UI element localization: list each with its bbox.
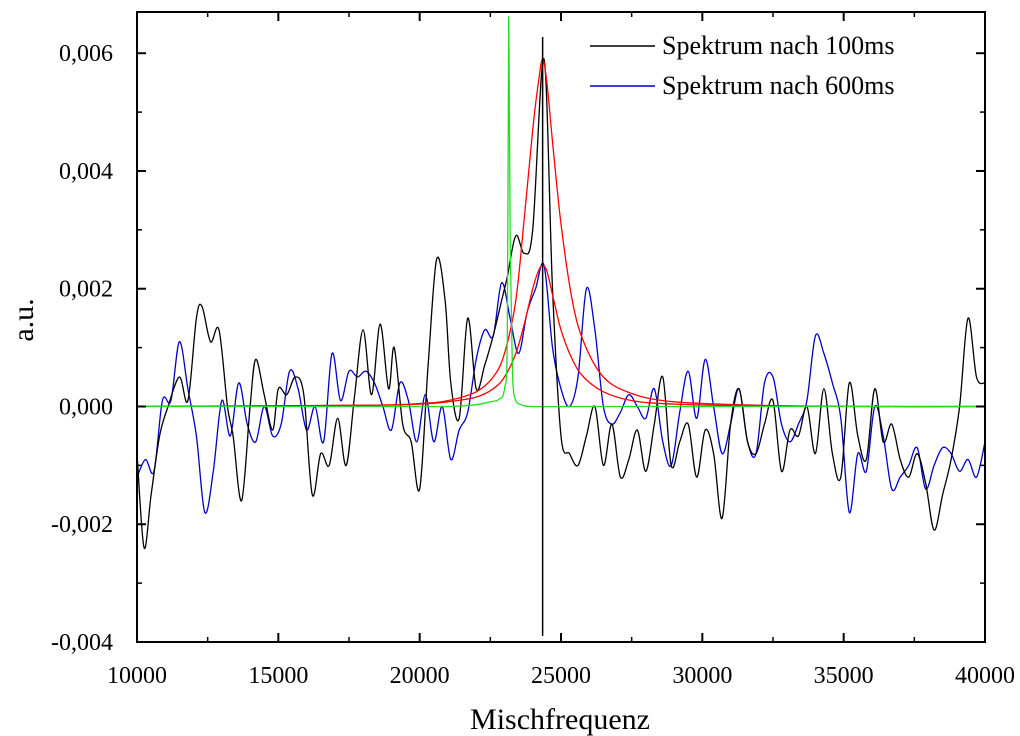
series-line-600ms xyxy=(136,262,986,514)
series-line-100ms xyxy=(136,58,986,550)
legend-label: Spektrum nach 600ms xyxy=(662,71,895,100)
series-line-green xyxy=(137,16,985,408)
legend: Spektrum nach 100ms Spektrum nach 600ms xyxy=(590,31,895,100)
x-ticks: 10000 15000 20000 25000 30000 35000 40000 xyxy=(107,12,1015,689)
x-tick-label: 10000 xyxy=(107,663,167,689)
y-tick-label: 0,006 xyxy=(59,41,113,67)
x-axis-title: Mischfrequenz xyxy=(470,703,650,736)
y-tick-label: -0,004 xyxy=(51,630,113,656)
legend-label: Spektrum nach 100ms xyxy=(662,31,895,60)
y-tick-label: 0,004 xyxy=(59,159,113,185)
plot-frame xyxy=(136,11,986,643)
x-tick-label: 40000 xyxy=(955,663,1015,689)
plot-lines xyxy=(136,16,986,636)
y-ticks: -0,004 -0,002 0,000 0,002 0,004 0,006 xyxy=(51,41,985,656)
series-line-red-1 xyxy=(136,58,986,408)
y-tick-label: -0,002 xyxy=(51,512,113,538)
series-line-red-2 xyxy=(136,264,986,408)
y-tick-label: 0,002 xyxy=(59,277,113,303)
x-tick-label: 30000 xyxy=(672,663,732,689)
y-axis-title: a.u. xyxy=(7,298,40,341)
x-tick-label: 15000 xyxy=(248,663,308,689)
frame xyxy=(136,11,986,643)
x-tick-label: 25000 xyxy=(531,663,591,689)
x-tick-label: 20000 xyxy=(390,663,450,689)
y-tick-label: 0,000 xyxy=(59,394,113,420)
x-tick-label: 35000 xyxy=(814,663,874,689)
